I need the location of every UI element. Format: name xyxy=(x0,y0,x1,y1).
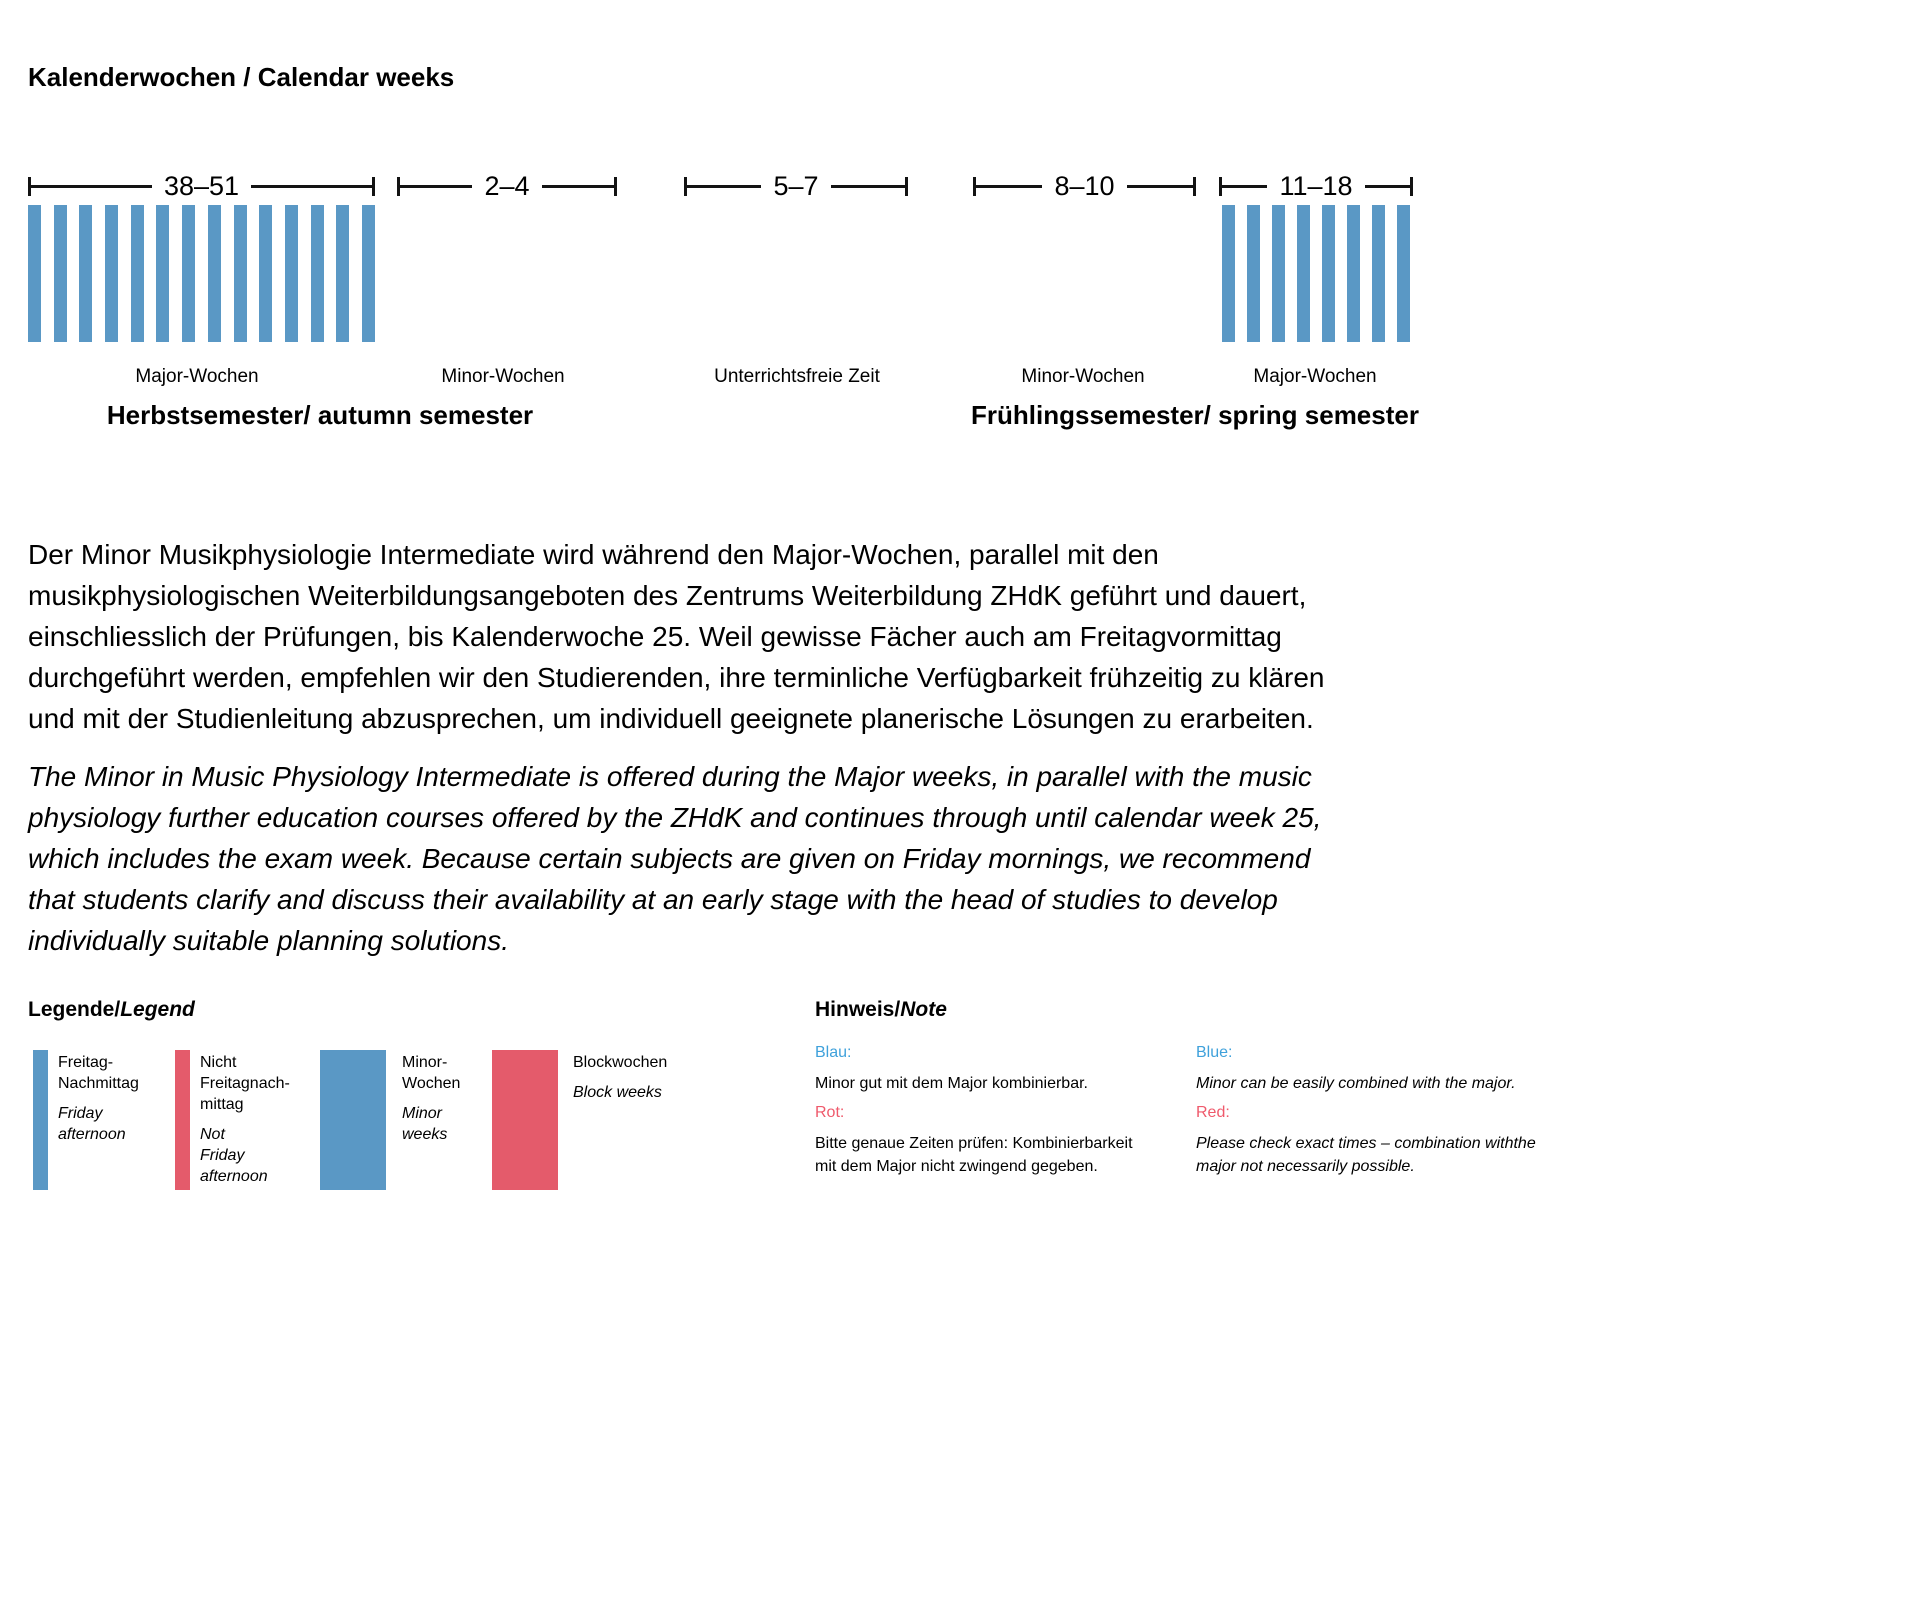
week-bar xyxy=(182,205,196,342)
week-type-label: Major-Wochen xyxy=(135,366,259,387)
paragraph-english: The Minor in Music Physiology Intermedia… xyxy=(28,761,1322,956)
legend-label-en: Minor weeks xyxy=(402,1105,448,1143)
bracket-label: 5–7 xyxy=(773,170,819,201)
bracket-tick xyxy=(28,176,31,196)
week-bar xyxy=(156,205,170,342)
legend-label-en: Not Friday afternoon xyxy=(200,1126,268,1185)
bracket-line xyxy=(1364,184,1411,188)
note-red-label: Red: xyxy=(1196,1104,1230,1121)
page-title: Kalenderwochen / Calendar weeks xyxy=(28,62,455,92)
week-bar xyxy=(361,205,375,342)
week-bar xyxy=(105,205,119,342)
note-rot-label: Rot: xyxy=(815,1104,845,1121)
legend-heading: Legende/Legend xyxy=(28,998,195,1022)
bracket-tick xyxy=(1193,176,1197,196)
week-bar xyxy=(28,205,41,342)
bracket-tick xyxy=(905,176,908,196)
week-range-bracket-5-7: 5–7 xyxy=(684,168,908,204)
week-bar xyxy=(130,205,144,342)
legend-label-de: Minor- Wochen xyxy=(402,1054,461,1092)
note-blau-text: Minor gut mit dem Major kombinierbar. xyxy=(815,1075,1088,1092)
bracket-label: 11–18 xyxy=(1279,170,1353,201)
note-rot-text: Bitte genaue Zeiten prüfen: Kombinierbar… xyxy=(815,1135,1133,1175)
legend-label-de: Blockwochen xyxy=(573,1054,668,1071)
week-bar xyxy=(79,205,93,342)
bracket-tick xyxy=(1410,176,1414,196)
note-blue-text: Minor can be easily combined with the ma… xyxy=(1196,1075,1516,1092)
semester-title-autumn: Herbstsemester/ autumn semester xyxy=(106,400,534,430)
legend-label-block-weeks: Blockwochen Block weeks xyxy=(573,1052,667,1103)
week-range-bracket-8-10: 8–10 xyxy=(973,168,1197,204)
bracket-line xyxy=(541,184,614,188)
legend-label-en: Block weeks xyxy=(573,1084,662,1101)
legend-label-minor-weeks: Minor- Wochen Minor weeks xyxy=(402,1052,460,1145)
bracket-tick xyxy=(684,176,687,196)
legend-swatch-not-friday-afternoon xyxy=(175,1050,190,1190)
paragraph-german: Der Minor Musikphysiologie Intermediate … xyxy=(28,539,1325,734)
bracket-line xyxy=(687,184,762,188)
week-bar xyxy=(284,205,298,342)
legend-label-de: Freitag- Nachmittag xyxy=(58,1054,139,1092)
bar-group-spring-major-weeks xyxy=(1222,205,1410,342)
legend-label-not-friday-afternoon: Nicht Freitagnach- mittag Not Friday aft… xyxy=(200,1052,290,1187)
week-type-label: Minor-Wochen xyxy=(1021,366,1145,387)
note-blau-label: Blau: xyxy=(815,1044,852,1061)
bracket-tick xyxy=(397,176,400,196)
legend-label-de: Nicht Freitagnach- mittag xyxy=(200,1054,290,1113)
week-range-bracket-38-51: 38–51 xyxy=(28,168,375,204)
bracket-line xyxy=(976,184,1043,188)
week-bar xyxy=(1372,205,1385,342)
legend-label-en: Friday afternoon xyxy=(58,1105,126,1143)
week-type-label: Unterrichtsfreie Zeit xyxy=(714,366,880,387)
week-bar xyxy=(1222,205,1235,342)
bracket-line xyxy=(31,184,152,188)
note-heading-de: Hinweis/ xyxy=(815,998,901,1021)
note-heading: Hinweis/Note xyxy=(815,998,947,1022)
week-bar xyxy=(336,205,350,342)
week-bar xyxy=(310,205,324,342)
week-bar xyxy=(207,205,221,342)
week-range-bracket-2-4: 2–4 xyxy=(397,168,617,204)
legend-label-friday-afternoon: Freitag- Nachmittag Friday afternoon xyxy=(58,1052,139,1145)
bracket-line xyxy=(830,184,905,188)
semester-title-spring: Frühlingssemester/ spring semester xyxy=(971,400,1419,430)
note-blue-label: Blue: xyxy=(1196,1044,1233,1061)
week-bar xyxy=(259,205,273,342)
bracket-tick xyxy=(973,176,976,196)
bracket-tick xyxy=(614,176,617,196)
bracket-tick xyxy=(372,176,375,196)
week-bar xyxy=(1397,205,1410,342)
bracket-line xyxy=(251,184,372,188)
legend-heading-en: Legend xyxy=(120,998,195,1021)
week-range-bracket-11-18: 11–18 xyxy=(1219,168,1414,204)
week-bar xyxy=(1247,205,1260,342)
note-heading-en: Note xyxy=(900,998,947,1021)
legend-swatch-block-weeks xyxy=(492,1050,558,1190)
week-bar xyxy=(233,205,247,342)
week-bar xyxy=(1297,205,1310,342)
week-bar xyxy=(53,205,67,342)
bracket-label: 8–10 xyxy=(1054,170,1115,201)
note-red-text: Please check exact times – combination w… xyxy=(1196,1135,1536,1175)
legend-swatch-friday-afternoon xyxy=(33,1050,48,1190)
week-type-label: Major-Wochen xyxy=(1253,366,1377,387)
bracket-line xyxy=(1222,184,1268,188)
week-bar xyxy=(1272,205,1285,342)
week-bar xyxy=(1347,205,1360,342)
bracket-tick xyxy=(1219,176,1222,196)
bracket-line xyxy=(400,184,473,188)
legend-swatch-minor-weeks xyxy=(320,1050,386,1190)
bracket-label: 2–4 xyxy=(484,170,530,201)
bar-group-autumn-major-weeks xyxy=(28,205,375,342)
week-type-label: Minor-Wochen xyxy=(441,366,565,387)
bracket-label: 38–51 xyxy=(163,170,240,201)
bracket-line xyxy=(1126,184,1194,188)
legend-heading-de: Legende/ xyxy=(28,998,121,1021)
week-bar xyxy=(1322,205,1335,342)
